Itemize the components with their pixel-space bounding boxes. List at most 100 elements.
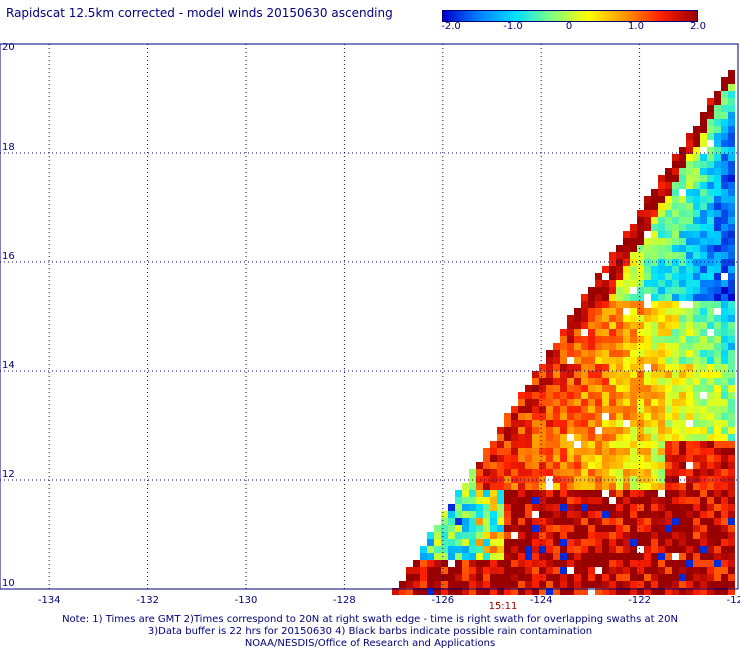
swath-cell [679,147,686,154]
swath-cell [504,497,511,504]
swath-cell [714,259,721,266]
swath-cell [588,315,595,322]
swath-cell [539,497,546,504]
swath-cell [651,476,658,483]
swath-cell [588,525,595,532]
swath-cell [581,308,588,315]
swath-cell [707,119,714,126]
swath-cell [609,511,616,518]
swath-cell [714,553,721,560]
swath-cell [728,259,735,266]
swath-cell [609,546,616,553]
swath-cell [553,343,560,350]
swath-cell [665,392,672,399]
swath-cell [588,378,595,385]
swath-cell [728,112,735,119]
swath-cell [504,420,511,427]
swath-cell [630,518,637,525]
swath-cell [721,490,728,497]
swath-cell [560,546,567,553]
swath-cell [413,567,420,574]
swath-cell [532,553,539,560]
swath-cell [644,434,651,441]
swath-cell [630,539,637,546]
swath-cell [630,546,637,553]
swath-cell [707,315,714,322]
swath-cell [441,525,448,532]
swath-cell [476,518,483,525]
swath-cell [644,532,651,539]
swath-cell [518,553,525,560]
swath-cell [595,476,602,483]
swath-cell [490,504,497,511]
swath-cell [602,385,609,392]
swath-cell [686,448,693,455]
swath-cell [602,399,609,406]
swath-cell [504,476,511,483]
swath-cell [651,497,658,504]
swath-cell [581,560,588,567]
swath-cell [574,574,581,581]
swath-cell [539,490,546,497]
swath-cell [609,336,616,343]
swath-cell [504,469,511,476]
swath-cell [637,406,644,413]
swath-cell [413,560,420,567]
swath-cell [679,581,686,588]
swath-cell [693,126,700,133]
swath-cell [707,343,714,350]
swath-cell [665,553,672,560]
swath-cell [665,294,672,301]
swath-cell [707,301,714,308]
swath-cell [721,497,728,504]
swath-cell [441,560,448,567]
swath-cell [532,441,539,448]
swath-cell [637,280,644,287]
swath-cell [581,441,588,448]
lat-tick-label: 10 [2,578,15,589]
swath-cell [651,385,658,392]
swath-cell [609,553,616,560]
swath-cell [483,504,490,511]
swath-cell [679,168,686,175]
swath-cell [602,553,609,560]
swath-cell [658,238,665,245]
swath-cell [721,343,728,350]
swath-cell [630,553,637,560]
swath-cell [546,532,553,539]
swath-cell [637,371,644,378]
swath-cell [679,406,686,413]
swath-cell [588,574,595,581]
colorbar-label-min: -2.0 [441,21,461,32]
swath-cell [679,336,686,343]
swath-cell [672,476,679,483]
swath-cell [574,504,581,511]
swath-cell [525,567,532,574]
swath-cell [546,490,553,497]
swath-cell [693,504,700,511]
swath-cell [602,546,609,553]
swath-cell [518,574,525,581]
swath-cell [476,476,483,483]
swath-cell [630,525,637,532]
swath-cell [469,581,476,588]
swath-cell [511,560,518,567]
swath-cell [672,329,679,336]
swath-cell [693,567,700,574]
swath-cell [595,357,602,364]
swath-cell [714,140,721,147]
swath-cell [637,567,644,574]
swath-cell [714,476,721,483]
swath-cell [630,497,637,504]
swath-cell [672,364,679,371]
swath-cell [672,469,679,476]
swath-cell [658,392,665,399]
swath-cell [679,483,686,490]
swath-cell [721,140,728,147]
swath-cell [637,392,644,399]
swath-cell [560,406,567,413]
swath-cell [637,399,644,406]
swath-cell [693,147,700,154]
swath-cell [637,245,644,252]
swath-cell [651,357,658,364]
